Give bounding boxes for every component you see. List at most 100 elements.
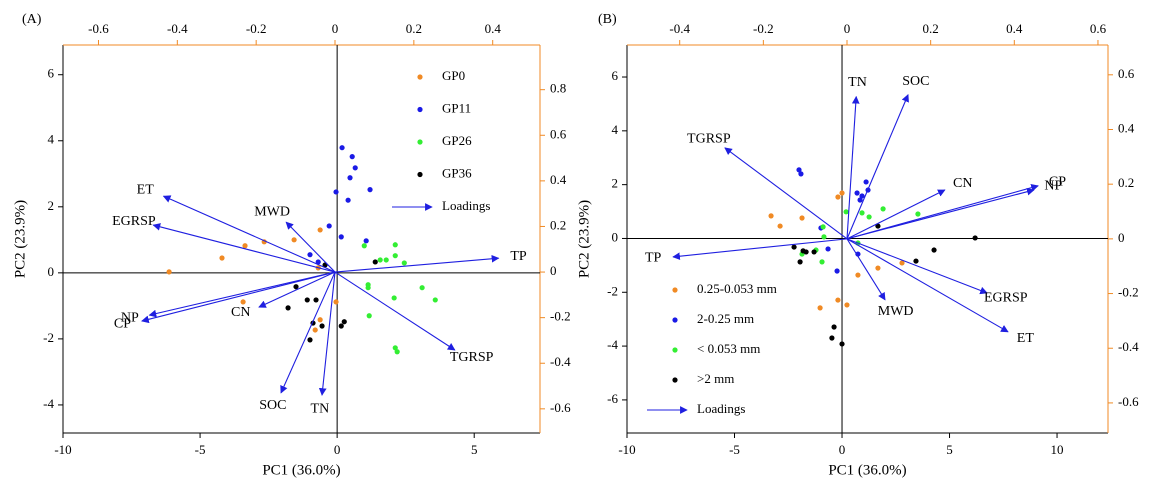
loading-label: TN	[311, 401, 330, 416]
panel: (B) -10 -5 0 5 10 -6 -4 -2 0 2 4 6 -0.4 -0.2 0 0.2 0.4 0.6…	[576, 12, 1139, 478]
x-axis-title: PC1 (36.0%)	[262, 462, 340, 478]
y2-tick-label: 0.2	[1118, 175, 1134, 190]
loading-label: MWD	[878, 304, 914, 319]
loading-label: SOC	[902, 74, 929, 89]
score-point	[825, 246, 831, 252]
score-point	[352, 165, 358, 171]
score-point	[857, 197, 863, 203]
y2-tick-label: 0.4	[1118, 120, 1135, 135]
score-point	[219, 255, 225, 261]
x2-tick-label: -0.2	[753, 21, 774, 36]
score-point	[338, 234, 344, 240]
y2-tick-label: -0.6	[550, 400, 571, 415]
score-point	[338, 323, 344, 329]
score-point	[803, 249, 809, 255]
score-point	[366, 313, 372, 319]
loading-arrow	[846, 95, 860, 239]
x2-tick-label: -0.6	[88, 21, 109, 36]
score-point	[875, 223, 881, 229]
score-point	[392, 345, 398, 351]
score-point	[240, 299, 246, 305]
x-axis-title: PC1 (36.0%)	[828, 462, 906, 478]
score-point	[811, 249, 817, 255]
x2-tick-label: -0.4	[167, 21, 188, 36]
loading-label: SOC	[259, 398, 286, 413]
legend-label: Loadings	[697, 401, 745, 416]
score-point	[835, 297, 841, 303]
score-point	[285, 305, 291, 311]
x2-tick-label: 0	[332, 21, 339, 36]
score-point	[859, 193, 865, 199]
panel: (A) -10 -5 0 5 -4 -2 0 2 4 6 -0.6 -0.4 -0.2 0 0.2 0.4 -0.…	[12, 12, 571, 478]
score-point	[839, 341, 845, 347]
score-point	[363, 238, 369, 244]
legend-marker	[672, 347, 678, 353]
x-tick-label: -10	[54, 442, 71, 457]
score-point	[829, 335, 835, 341]
loading-label: CP	[114, 317, 131, 332]
loading-arrow	[318, 271, 336, 396]
score-point	[365, 285, 371, 291]
y2-tick-label: 0	[1118, 230, 1125, 245]
loading-arrow	[162, 195, 336, 273]
legend-label: >2 mm	[697, 371, 734, 386]
score-point	[768, 213, 774, 219]
loading-label: MWD	[254, 204, 290, 219]
legend-marker	[672, 377, 678, 383]
y-tick-label: 0	[612, 229, 619, 244]
score-point	[831, 324, 837, 330]
score-point	[972, 235, 978, 241]
y-axis-title: PC2 (23.9%)	[12, 200, 28, 278]
score-point	[242, 243, 248, 249]
score-point	[843, 209, 849, 215]
y-tick-label: 0	[48, 264, 55, 279]
y2-tick-label: 0	[550, 263, 557, 278]
score-point	[820, 224, 826, 230]
score-point	[875, 265, 881, 271]
panel-label: (A)	[22, 12, 42, 27]
y-tick-label: -2	[43, 330, 54, 345]
score-point	[797, 259, 803, 265]
loading-arrow	[846, 187, 1035, 240]
legend-marker	[417, 171, 423, 178]
score-point	[312, 327, 318, 333]
score-point	[291, 237, 297, 243]
score-point	[844, 302, 850, 308]
score-point	[367, 187, 373, 193]
score-point	[341, 319, 347, 325]
score-point	[333, 189, 339, 195]
loading-label: TN	[848, 75, 867, 90]
x2-tick-label: 0.4	[1006, 21, 1023, 36]
score-point	[361, 243, 367, 249]
score-point	[835, 194, 841, 200]
y2-tick-label: 0.6	[550, 126, 567, 141]
y-tick-label: 4	[612, 122, 619, 137]
loading-arrow	[285, 221, 336, 273]
score-point	[394, 349, 400, 355]
loading-label: CP	[1049, 174, 1066, 189]
score-point	[166, 269, 172, 275]
score-point	[345, 197, 351, 203]
score-point	[854, 190, 860, 196]
loading-label: TGRSP	[450, 350, 494, 365]
score-point	[931, 247, 937, 253]
score-point	[791, 244, 797, 250]
loading-label: ET	[1017, 331, 1035, 346]
legend-label: 2-0.25 mm	[697, 311, 754, 326]
loading-arrow	[280, 271, 336, 394]
y-tick-label: 2	[48, 198, 55, 213]
y-tick-label: 6	[48, 66, 55, 81]
y2-tick-label: 0.4	[550, 172, 567, 187]
score-point	[839, 190, 845, 196]
y-tick-label: -4	[607, 337, 618, 352]
legend-label: Loadings	[442, 198, 490, 213]
y-axis-title: PC2 (23.9%)	[576, 200, 592, 278]
score-point	[319, 323, 325, 329]
x-tick-label: -5	[729, 442, 740, 457]
legend-label: GP26	[442, 133, 472, 148]
legend-label: GP11	[442, 100, 471, 115]
score-point	[333, 299, 339, 305]
loading-arrow	[672, 238, 848, 261]
score-point	[326, 223, 332, 229]
